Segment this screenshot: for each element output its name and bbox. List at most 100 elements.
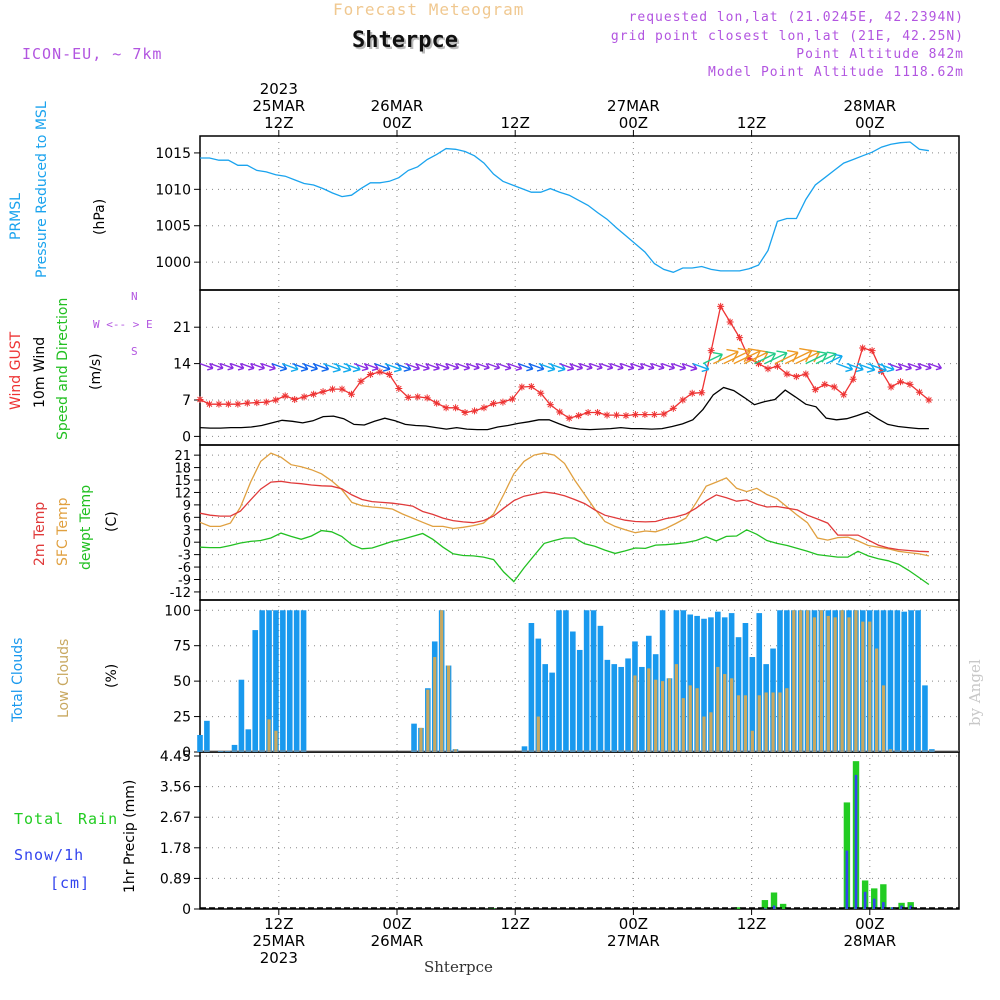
snow-bar [845,850,849,909]
wind-gust-marker [366,371,374,379]
temperature-ytick-label-10: 18 [174,462,191,477]
wind-gust-marker [281,392,289,400]
wind-gust-marker [508,395,516,403]
wind-gust-marker [376,368,384,376]
total-clouds-bar [908,610,914,752]
wind-direction-arrow [630,362,645,371]
low-clouds-bar [847,617,851,752]
total-clouds-bar [915,610,921,752]
wind-gust-marker [319,388,327,396]
wind-ytick-label-2: 14 [173,357,191,373]
total-clouds-bar [611,664,618,752]
total-clouds-bar [197,734,203,752]
wind-gust-marker [660,410,668,418]
total-clouds-bar [639,666,645,752]
low-clouds-bar [716,666,720,752]
low-clouds-bar [695,688,699,752]
low-clouds-bar [426,689,430,752]
wind-gust-marker [613,411,621,419]
wind-gust-marker [338,385,346,393]
total-clouds-bar [204,720,210,752]
temperature-ytick-label-3: -3 [178,549,191,564]
bottom-xtick-label-1-0: 00Z [382,915,411,933]
sfc-temp-series [199,452,930,557]
wind-direction-arrow [867,362,887,374]
wind-direction-arrow [446,362,460,371]
low-clouds-bar [633,675,637,752]
wind-direction-arrow [774,349,799,365]
super-title: Forecast Meteogram [333,0,525,19]
wind-ytick-label-3: 21 [173,320,191,336]
wind-gust-marker [243,399,251,407]
total-clouds-bar [880,610,887,752]
wind-gust-marker [868,347,876,355]
low-clouds-bar [446,665,451,752]
temperature-ytick-label-8: 12 [174,486,191,501]
wind-gust-marker [205,400,213,408]
top-xtick-label-3-1: 00Z [619,114,648,132]
wind-gust-marker [423,394,431,402]
low-clouds-bar [667,678,672,752]
total-clouds-bar [597,625,604,752]
wind-gust-marker [480,404,488,412]
top-xtick-label-1-0: 26MAR [371,97,424,115]
snow-bar [909,905,912,909]
total-clouds-bar [742,623,749,752]
wind-gust-marker [707,347,715,355]
top-xtick-label-5-1: 00Z [855,114,884,132]
top-xtick-label-2-0: 12Z [501,114,530,132]
wind-gust-marker [395,385,403,393]
wind-gust-marker [688,389,696,397]
low-clouds-bar [875,648,879,752]
footer-station: Shterpce [424,958,493,976]
total-clouds-bar [266,610,272,752]
total-clouds-bar [245,729,252,752]
dewpt-series [199,529,930,586]
precip-label-rain: Rain [78,810,119,828]
low-clouds-bar [660,681,665,752]
pressure-series [200,141,929,273]
clouds-ytick-label-0: 0 [182,745,191,761]
total-clouds-bar [894,610,901,752]
low-clouds-bar [419,727,423,752]
top-xtick-label-5-0: 28MAR [843,97,896,115]
temperature-ytick-label-2: -6 [178,561,191,576]
total-clouds-bar [756,613,763,752]
wind-gust-marker [717,302,725,310]
clouds-ytick-label-1: 25 [173,710,191,726]
total-clouds-bar [411,723,417,752]
wind-gust-marker [527,382,535,390]
wind-gust-marker [840,391,848,399]
wind-gust-marker [518,383,526,391]
total-clouds-bar [542,664,549,752]
wind-gust-marker [347,390,355,398]
rain-bar [770,892,778,909]
low-clouds-bar [840,610,844,752]
wind-gust-marker [603,411,611,419]
wind-gust-marker [594,408,602,416]
pressure-frame [199,135,960,291]
wind-gust-marker [253,399,261,407]
low-clouds-bar [764,692,768,752]
wind-direction-arrow [692,362,710,373]
precip-label-snow: Snow/1h [14,846,85,864]
wind-direction-arrow [476,362,490,371]
low-clouds-bar [702,716,706,752]
top-xtick-label-0-1: 25MAR [252,97,305,115]
wind-gust-marker [736,334,744,342]
rain-bar [779,903,787,909]
snow-bar [882,902,885,909]
top-xtick-label-4-0: 12Z [737,114,766,132]
wind-gust-marker [745,354,753,362]
wind-gust-marker [792,373,800,381]
wind-direction-arrow [713,348,739,365]
wind-gust-marker [887,383,895,391]
wind-direction-arrow [600,362,614,371]
wind-direction-arrow [466,362,480,371]
low-clouds-bar [723,674,727,752]
wind-direction-arrow [723,347,752,365]
low-clouds-bar [785,688,789,752]
precip-ytick-label-5: 4.45 [160,749,191,765]
total-clouds-bar [583,610,590,752]
low-clouds-bar [881,685,886,752]
